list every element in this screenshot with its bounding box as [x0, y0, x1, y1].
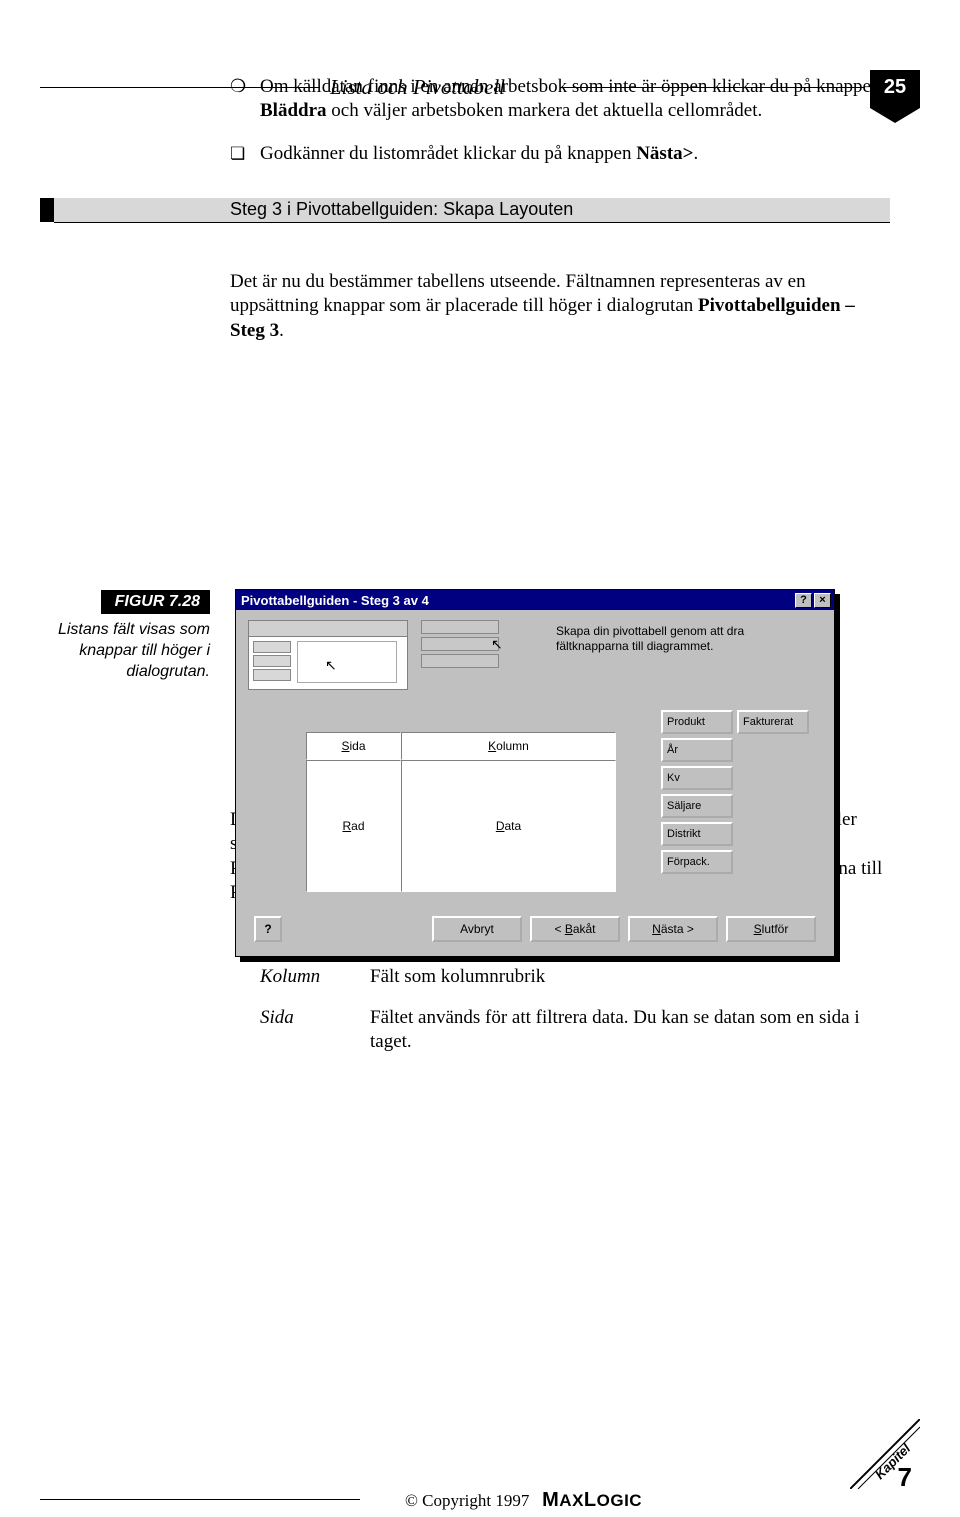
definition-desc: Fält som kolumnrubrik	[370, 965, 890, 989]
pivot-layout-area: Sida Kolumn Rad Data	[306, 732, 616, 892]
dialog-title: Pivottabellguiden - Steg 3 av 4	[241, 593, 793, 608]
text: och väljer arbetsboken markera det aktue…	[327, 100, 763, 121]
text: Godkänner du listområdet klickar du på k…	[260, 143, 636, 164]
definition-row: Sida Fältet används för att filtrera dat…	[260, 1006, 890, 1055]
next-button[interactable]: Nästa >	[628, 916, 718, 942]
finish-button[interactable]: Slutför	[726, 916, 816, 942]
logo-text: MAXLOGIC	[542, 1491, 642, 1510]
drop-zone-kolumn[interactable]: Kolumn	[401, 732, 616, 760]
dialog-pivot-wizard: Pivottabellguiden - Steg 3 av 4 ? × ↖ ↖ …	[235, 589, 835, 957]
section-heading: Steg 3 i Pivottabellguiden: Skapa Layout…	[40, 196, 890, 230]
field-button[interactable]: Säljare	[661, 794, 733, 818]
zone-label: olumn	[496, 739, 529, 753]
figure-caption: Listans fält visas som knappar till höge…	[40, 620, 210, 682]
dialog-instruction: Skapa din pivottabell genom att dra fält…	[556, 624, 806, 654]
text-bold: Nästa>	[636, 143, 693, 164]
drop-zone-sida[interactable]: Sida	[306, 732, 401, 760]
field-button[interactable]: Kv	[661, 766, 733, 790]
header-title: Lista och Pivottabell	[330, 75, 505, 100]
field-button[interactable]: Distrikt	[661, 822, 733, 846]
figure-label: FIGUR 7.28 Listans fält visas som knappa…	[40, 590, 210, 682]
field-button[interactable]: Fakturerat	[737, 710, 809, 734]
footer-text: © Copyright 1997 MAXLOGIC	[405, 1489, 642, 1512]
paragraph: Det är nu du bestämmer tabellens utseend…	[230, 270, 890, 343]
figure-number: FIGUR 7.28	[101, 590, 210, 614]
footer-rule	[40, 1499, 360, 1500]
drop-zone-rad[interactable]: Rad	[306, 760, 401, 892]
zone-label: ad	[351, 819, 364, 833]
wizard-preview: ↖	[248, 620, 408, 690]
bullet-circle-icon	[230, 75, 260, 124]
definition-term: Kolumn	[260, 965, 370, 989]
dialog-titlebar: Pivottabellguiden - Steg 3 av 4 ? ×	[236, 590, 834, 610]
help-icon[interactable]: ?	[795, 593, 812, 608]
heading-underline	[54, 222, 890, 223]
header-rule-left	[40, 87, 320, 88]
cursor-icon: ↖	[491, 636, 503, 653]
bullet-item: Godkänner du listområdet klickar du på k…	[230, 142, 890, 166]
bullet-text: Godkänner du listområdet klickar du på k…	[260, 142, 890, 166]
definition-row: Kolumn Fält som kolumnrubrik	[260, 965, 890, 989]
page-number: 25	[870, 70, 920, 108]
chapter-tab: Kapitel 7	[860, 1429, 920, 1489]
field-button[interactable]: År	[661, 738, 733, 762]
bullet-item: Om källdatan finns i en annan arbetsbok …	[230, 75, 890, 124]
bullet-square-icon	[230, 142, 260, 166]
text: .	[693, 143, 698, 164]
copyright-text: © Copyright 1997	[405, 1491, 529, 1510]
heading-text: Steg 3 i Pivottabellguiden: Skapa Layout…	[230, 199, 573, 220]
cursor-icon: ↖	[325, 657, 337, 674]
drop-zone-data[interactable]: Data	[401, 760, 616, 892]
back-button[interactable]: < Bakåt	[530, 916, 620, 942]
definition-desc: Fältet används för att filtrera data. Du…	[370, 1006, 890, 1055]
field-buttons: Produkt Fakturerat År Kv Säljare Distrik…	[661, 710, 816, 878]
heading-marker	[40, 198, 54, 222]
field-button[interactable]: Förpack.	[661, 850, 733, 874]
field-button[interactable]: Produkt	[661, 710, 733, 734]
text: .	[279, 320, 284, 341]
header-rule-right	[560, 87, 865, 88]
chapter-number: 7	[898, 1462, 912, 1493]
wizard-preview-side	[421, 620, 499, 680]
zone-label: ida	[350, 739, 366, 753]
cancel-button[interactable]: Avbryt	[432, 916, 522, 942]
text-bold: Bläddra	[260, 100, 327, 121]
close-icon[interactable]: ×	[814, 593, 831, 608]
definition-term: Sida	[260, 1006, 370, 1055]
zone-label: ata	[504, 819, 521, 833]
